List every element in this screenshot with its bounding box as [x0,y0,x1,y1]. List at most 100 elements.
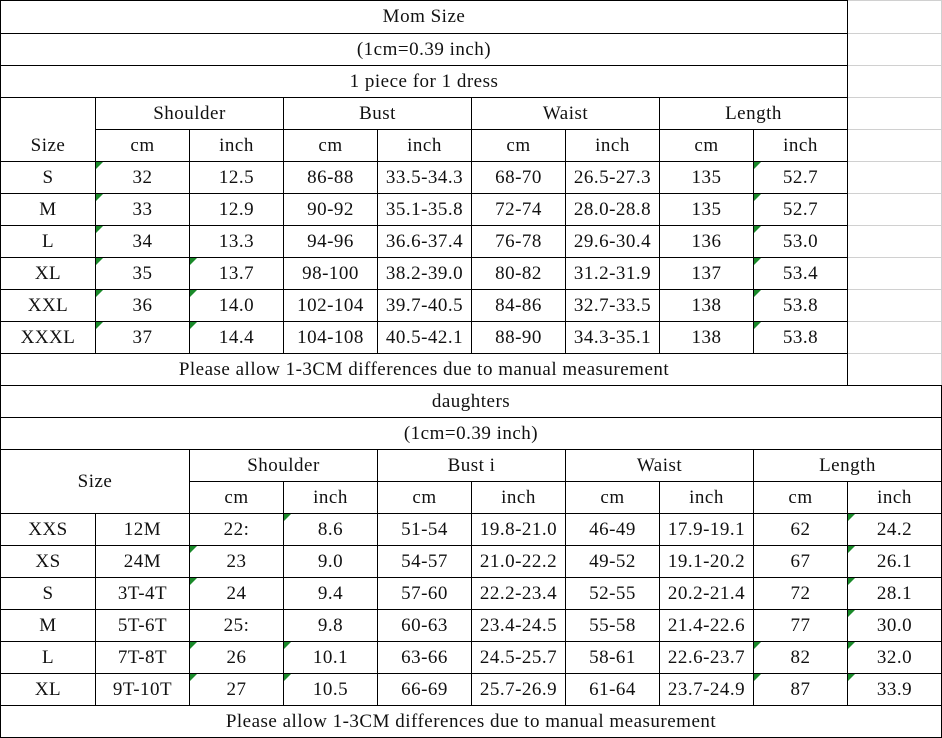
cell-text: 55-58 [589,614,636,636]
unit-header: inch [659,481,754,514]
cell-text: 22.2-23.4 [479,582,558,604]
cell-text: 33.5-34.3 [385,166,464,188]
cell-text: M [39,614,57,636]
group-header: Length [659,97,848,130]
cell-text: 32.7-33.5 [573,294,652,316]
cell-text: Waist [542,102,589,124]
measurement: 14.0 [189,289,284,322]
cell-text: 31.2-31.9 [573,262,652,284]
cell-text: 12.5 [218,166,255,188]
measurement: 86-88 [283,161,378,194]
cell-text: 102-104 [297,294,364,316]
cell-text: 32.0 [876,646,913,668]
measurement: 32 [95,161,190,194]
cell-marker [190,674,197,681]
cell-marker [754,674,761,681]
unit-header: cm [283,129,378,162]
measurement: 98-100 [283,257,378,290]
size-label: M [0,609,96,642]
group-header: Waist [565,449,754,482]
cell-marker [754,642,761,649]
measurement: 67 [753,545,848,578]
measurement: 102-104 [283,289,378,322]
cell-text: XXS [28,518,68,540]
cell-text: 24M [123,550,162,572]
measurement: 24.2 [847,513,942,546]
measurement: 52-55 [565,577,660,610]
cell-text: 14.0 [218,294,255,316]
cell-text: 1 piece for 1 dress [349,70,499,92]
cell-text: cm [412,486,437,508]
cell-text: 10.1 [312,646,349,668]
measurement: 32.7-33.5 [565,289,660,322]
measurement: 22: [189,513,284,546]
cell-text: 34 [132,230,153,252]
measurement: 28.1 [847,577,942,610]
cell-marker [754,162,761,169]
measurement: 68-70 [471,161,566,194]
cell-text: 33.9 [876,678,913,700]
cell-marker [754,226,761,233]
cell-text: Length [819,454,876,476]
footer-note: Please allow 1-3CM differences due to ma… [0,353,848,386]
measurement: 35 [95,257,190,290]
measurement: 33 [95,193,190,226]
measurement: 54-57 [377,545,472,578]
measurement: 9.0 [283,545,378,578]
unit-header: inch [847,481,942,514]
size-label: 9T-10T [95,673,190,706]
measurement: 13.7 [189,257,284,290]
cell-text: Bust i [447,454,496,476]
unit-header: cm [95,129,190,162]
cell-text: inch [501,486,536,508]
measurement: 33.9 [847,673,942,706]
measurement: 137 [659,257,754,290]
cell-text: inch [783,134,818,156]
cell-text: inch [313,486,348,508]
measurement: 84-86 [471,289,566,322]
measurement: 12.5 [189,161,284,194]
cell-text: 21.0-22.2 [479,550,558,572]
empty-cell [847,0,942,34]
measurement: 19.1-20.2 [659,545,754,578]
cell-marker [848,578,855,585]
unit-header: cm [189,481,284,514]
cell-marker [190,546,197,553]
cell-marker [190,578,197,585]
measurement: 24 [189,577,284,610]
size-label: 24M [95,545,190,578]
measurement: 88-90 [471,321,566,354]
measurement: 52.7 [753,161,848,194]
cell-text: 61-64 [589,678,636,700]
unit-header: inch [189,129,284,162]
size-label: L [0,641,96,674]
measurement: 46-49 [565,513,660,546]
unit-header: inch [283,481,378,514]
cell-text: 25.7-26.9 [479,678,558,700]
cell-text: Mom Size [382,6,466,27]
unit-header: inch [377,129,472,162]
cell-text: 53.4 [782,262,819,284]
cell-marker [96,226,103,233]
measurement: 19.8-21.0 [471,513,566,546]
empty-cell [847,161,942,194]
cell-text: 33 [132,198,153,220]
measurement: 10.1 [283,641,378,674]
measurement: 51-54 [377,513,472,546]
cell-text: cm [600,486,625,508]
cell-text: Please allow 1-3CM differences due to ma… [178,358,670,380]
cell-text: 52-55 [589,582,636,604]
measurement: 135 [659,161,754,194]
size-label: S [0,577,96,610]
cell-text: 36.6-37.4 [385,230,464,252]
measurement: 72-74 [471,193,566,226]
cell-text: 21.4-22.6 [667,614,746,636]
cell-text: 26 [226,646,247,668]
measurement: 12.9 [189,193,284,226]
measurement: 17.9-19.1 [659,513,754,546]
cell-text: 80-82 [495,262,542,284]
measurement: 23.4-24.5 [471,609,566,642]
cell-marker [848,642,855,649]
cell-text: 37 [132,326,153,348]
cell-text: 24.5-25.7 [479,646,558,668]
